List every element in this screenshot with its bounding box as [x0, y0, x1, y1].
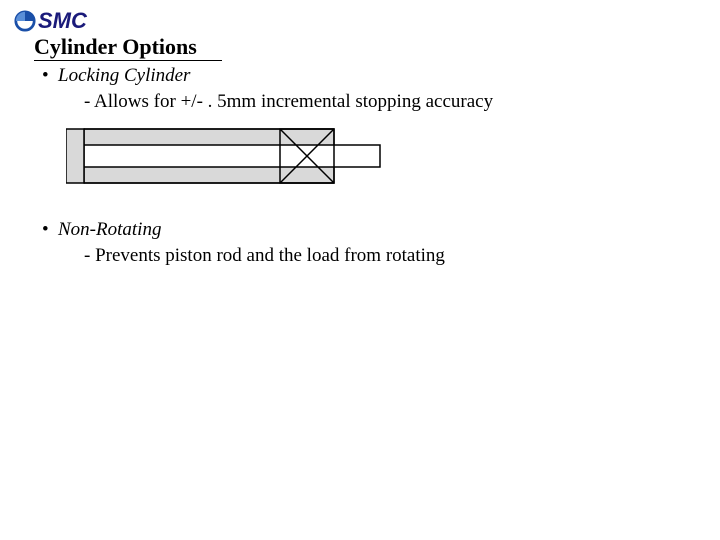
bullet-label: Locking Cylinder: [58, 64, 190, 88]
logo-icon: [14, 10, 36, 32]
page-title: Cylinder Options: [34, 34, 197, 60]
bullet-list-1: • Locking Cylinder - Allows for +/- . 5m…: [42, 64, 493, 118]
bullet-dot: •: [42, 64, 58, 88]
cylinder-diagram: [66, 124, 398, 194]
bullet-item: • Locking Cylinder: [42, 64, 493, 88]
bullet-subtext: - Allows for +/- . 5mm incremental stopp…: [84, 90, 493, 114]
bullet-label: Non-Rotating: [58, 218, 161, 242]
bullet-item: • Non-Rotating: [42, 218, 445, 242]
bullet-dot: •: [42, 218, 58, 242]
logo-text: SMC: [38, 8, 87, 34]
title-underline: [34, 60, 222, 61]
bullet-list-2: • Non-Rotating - Prevents piston rod and…: [42, 218, 445, 272]
bullet-subtext: - Prevents piston rod and the load from …: [84, 244, 445, 268]
brand-logo: SMC: [14, 8, 87, 34]
